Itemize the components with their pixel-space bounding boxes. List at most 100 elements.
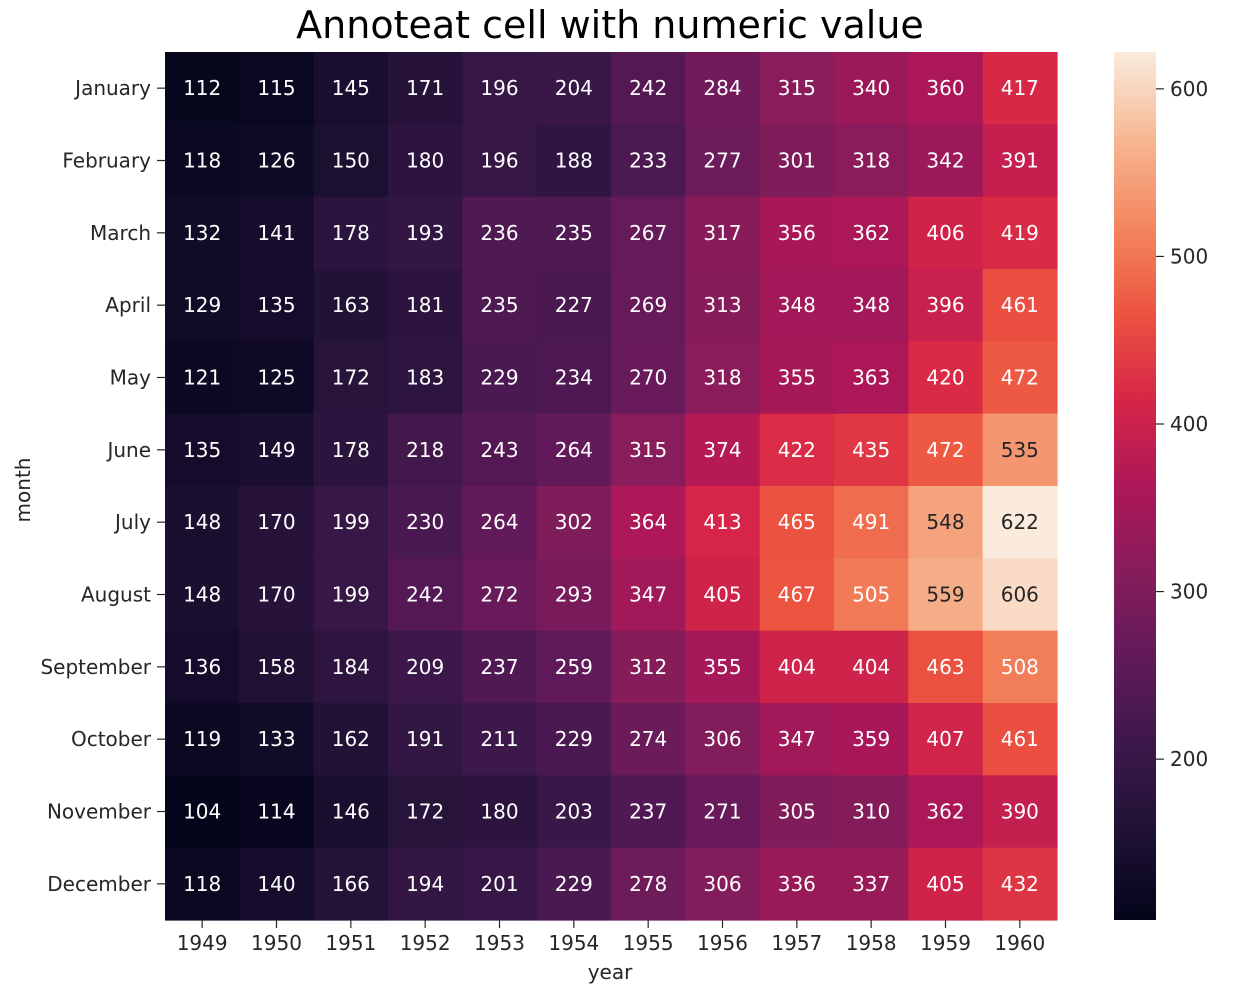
cell-value-label: 149 [257,438,295,462]
cell-value-label: 413 [703,510,741,534]
cell-value-label: 271 [703,800,741,824]
cell-value-label: 188 [555,149,593,173]
cell-value-label: 264 [555,438,593,462]
heatmap-cell [536,703,612,776]
heatmap-cell [536,341,612,415]
cell-value-label: 133 [257,727,295,751]
cell-value-label: 201 [480,872,518,896]
heatmap-cell [313,413,389,487]
heatmap-cell [462,269,538,342]
heatmap-cell [685,630,761,704]
heatmap-cell [982,341,1058,415]
cell-value-label: 317 [703,221,741,245]
heatmap-cell [685,558,761,632]
cell-value-label: 203 [555,800,593,824]
heatmap-cell [313,486,389,559]
heatmap-cell [759,269,835,342]
heatmap-cell [165,124,240,198]
heatmap-cell [536,124,612,198]
cell-value-label: 211 [480,727,518,751]
heatmap-cell [982,124,1058,198]
cell-value-label: 259 [555,655,593,679]
cell-value-label: 264 [480,510,518,534]
heatmap-cell [388,52,463,125]
cell-value-label: 229 [480,366,518,390]
heatmap-cell [462,413,538,487]
cell-value-label: 114 [257,800,295,824]
heatmap-cell [685,486,761,559]
cell-value-label: 419 [1001,221,1039,245]
heatmap-cell [685,775,761,849]
heatmap-cell [908,52,984,125]
y-tick-label: June [105,438,151,462]
x-tick-label: 1949 [177,931,228,955]
cell-value-label: 119 [183,727,221,751]
cell-value-label: 359 [852,727,890,751]
cell-value-label: 125 [257,366,295,390]
heatmap-cell [388,558,463,632]
cell-value-label: 140 [257,872,295,896]
colorbar-tick-label: 300 [1170,580,1208,604]
cell-value-label: 302 [555,510,593,534]
y-tick-label: April [105,293,151,317]
heatmap-cell [165,52,240,125]
cell-value-label: 236 [480,221,518,245]
y-tick-labels: January February March April May June July Augu… [40,76,165,896]
heatmap-cell [239,847,315,921]
cell-value-label: 362 [926,800,964,824]
cell-value-label: 318 [703,366,741,390]
cell-value-label: 118 [183,872,221,896]
heatmap-cell [536,630,612,704]
cell-value-label: 180 [480,800,518,824]
heatmap-cell [908,269,984,342]
cell-value-label: 180 [406,149,444,173]
heatmap-cell [908,775,984,849]
heatmap-cell [388,775,463,849]
heatmap-cell [611,703,686,776]
cell-value-label: 404 [778,655,816,679]
heatmap-cell [165,630,240,704]
cell-value-label: 235 [480,293,518,317]
heatmap-cell [239,486,315,559]
heatmap-cell [685,341,761,415]
cell-value-label: 277 [703,149,741,173]
x-tick-label: 1957 [771,931,822,955]
cell-value-label: 396 [926,293,964,317]
heatmap-cell [388,269,463,342]
cell-value-label: 170 [257,510,295,534]
heatmap-cell [462,486,538,559]
heatmap-cell [685,413,761,487]
heatmap-cell [239,558,315,632]
cell-value-label: 199 [332,510,370,534]
cell-value-label: 146 [332,800,370,824]
heatmap-cell [313,703,389,776]
cell-value-label: 284 [703,76,741,100]
heatmap-cell [313,341,389,415]
cell-value-label: 141 [257,221,295,245]
heatmap-cell [834,775,909,849]
cell-value-label: 218 [406,438,444,462]
cell-value-label: 559 [926,583,964,607]
heatmap-cell [239,703,315,776]
cell-value-label: 356 [778,221,816,245]
cell-value-label: 315 [778,76,816,100]
cell-value-label: 172 [406,800,444,824]
x-tick-label: 1959 [920,931,971,955]
heatmap-cell [908,847,984,921]
heatmap-cell [536,558,612,632]
heatmap-cell [313,558,389,632]
cell-value-label: 121 [183,366,221,390]
cell-value-label: 170 [257,583,295,607]
cell-value-label: 305 [778,800,816,824]
cell-value-label: 391 [1001,149,1039,173]
cell-value-label: 406 [926,221,964,245]
heatmap-cell [611,847,686,921]
cell-value-label: 145 [332,76,370,100]
heatmap-cell [759,52,835,125]
cell-value-label: 242 [406,583,444,607]
heatmap-cell [982,413,1058,487]
cell-value-label: 348 [778,293,816,317]
cell-value-label: 417 [1001,76,1039,100]
cell-value-label: 136 [183,655,221,679]
